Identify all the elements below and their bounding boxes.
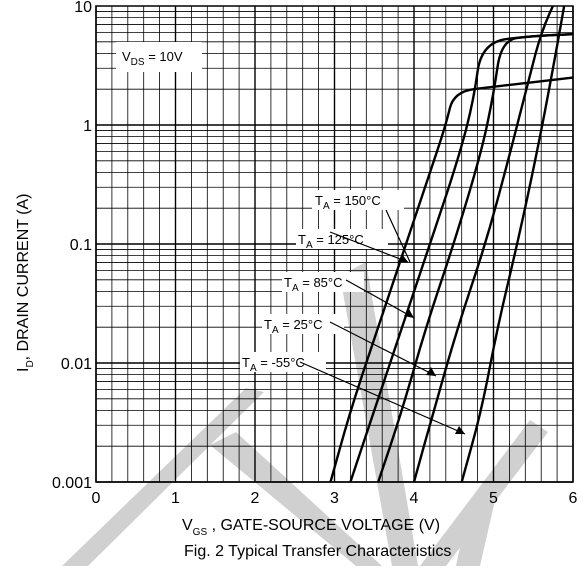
x-tick-label: 1 <box>171 490 180 507</box>
x-tick-label: 6 <box>569 490 578 507</box>
svg-text:TA = 85°C: TA = 85°C <box>284 275 343 294</box>
svg-text:TA = 25°C: TA = 25°C <box>264 317 323 336</box>
x-axis-label: VGS , GATE-SOURCE VOLTAGE (V) <box>182 517 440 538</box>
curve-150c <box>329 76 573 482</box>
condition-label: VDS = 10V <box>116 42 202 72</box>
y-tick-label: 0.01 <box>61 356 92 373</box>
svg-text:VDS = 10V: VDS = 10V <box>122 49 183 68</box>
curve-minus55c <box>460 6 566 482</box>
series-label-150: TA = 150°C <box>312 190 404 212</box>
y-tick-label: 0.1 <box>70 237 92 254</box>
curve-85c <box>377 33 573 482</box>
plot-frame <box>95 5 574 483</box>
svg-text:TA = -55°C: TA = -55°C <box>242 355 305 374</box>
series-annotations: TA = 150°C TA = 125°C TA = 85°C TA = 25°… <box>240 190 466 435</box>
svg-text:TA = 150°C: TA = 150°C <box>315 193 381 212</box>
x-tick-label: 0 <box>92 490 101 507</box>
figure-caption: Fig. 2 Typical Transfer Characteristics <box>184 543 451 560</box>
annotation-arrows <box>299 209 466 435</box>
curve-25c <box>412 6 555 482</box>
y-tick-label: 0.001 <box>52 475 92 492</box>
y-tick-label: 10 <box>74 0 92 16</box>
x-tick-label: 2 <box>251 490 260 507</box>
watermark <box>62 262 548 566</box>
x-tick-labels: 0 1 2 3 4 5 6 <box>92 490 578 507</box>
x-tick-label: 4 <box>410 490 419 507</box>
arrow-heads <box>398 254 465 434</box>
x-tick-label: 3 <box>330 490 339 507</box>
series-label-125: TA = 125°C <box>296 229 388 251</box>
y-tick-label: 1 <box>83 118 92 135</box>
curve-125c <box>349 33 573 482</box>
series-label-minus55: TA = -55°C <box>240 352 326 374</box>
y-axis-label: ID, DRAIN CURRENT (A) <box>15 193 36 372</box>
x-tick-label: 5 <box>489 490 498 507</box>
series-label-85: TA = 85°C <box>282 272 364 294</box>
svg-text:TA = 125°C: TA = 125°C <box>298 232 364 251</box>
series-label-25: TA = 25°C <box>262 314 344 336</box>
curves <box>329 6 573 482</box>
y-tick-labels: 0.001 0.01 0.1 1 10 <box>52 0 92 492</box>
